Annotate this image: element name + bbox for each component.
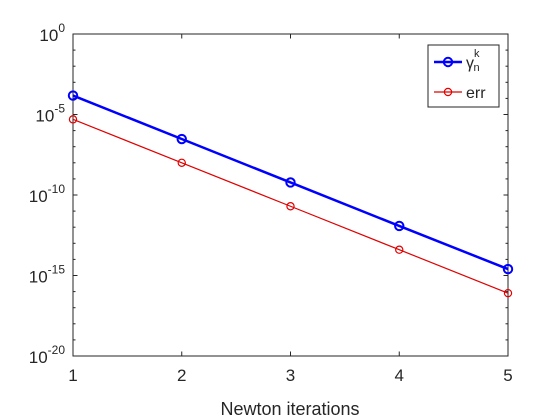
legend-label: err bbox=[466, 85, 486, 102]
legend-label: γk n bbox=[466, 48, 480, 74]
y-tick-label: 10-5 bbox=[35, 102, 65, 126]
y-tick-label: 10-20 bbox=[29, 343, 66, 367]
legend-box bbox=[427, 44, 500, 108]
legend: γk n err bbox=[427, 44, 500, 108]
x-tick-label: 2 bbox=[177, 366, 186, 385]
series-γ bbox=[67, 90, 514, 275]
legend-marker bbox=[443, 87, 453, 97]
data-point bbox=[286, 202, 295, 211]
data-point bbox=[285, 177, 296, 188]
series-line bbox=[72, 94, 509, 271]
data-point bbox=[503, 288, 513, 298]
data-point bbox=[395, 245, 404, 254]
y-tick-label: 10-10 bbox=[29, 182, 66, 206]
series-err bbox=[68, 115, 513, 298]
x-tick-label: 4 bbox=[395, 366, 404, 385]
legend-marker bbox=[442, 56, 454, 68]
series-layer bbox=[67, 90, 514, 298]
axis-ticks: 1 2 3 4 5 10-20 10-15 10-10 10-5 100 bbox=[29, 21, 513, 385]
x-axis-label: Newton iterations bbox=[220, 399, 359, 419]
x-tick-label: 5 bbox=[503, 366, 512, 385]
data-point bbox=[394, 220, 405, 232]
series-line bbox=[72, 118, 509, 294]
x-tick-label: 1 bbox=[68, 366, 77, 385]
data-point bbox=[176, 133, 187, 145]
data-point bbox=[177, 158, 186, 167]
y-tick-label: 10-15 bbox=[29, 263, 66, 287]
data-point bbox=[502, 263, 514, 275]
data-point bbox=[67, 90, 79, 101]
y-tick-label: 100 bbox=[39, 21, 65, 45]
x-tick-label: 3 bbox=[286, 366, 295, 385]
data-point bbox=[68, 115, 78, 124]
